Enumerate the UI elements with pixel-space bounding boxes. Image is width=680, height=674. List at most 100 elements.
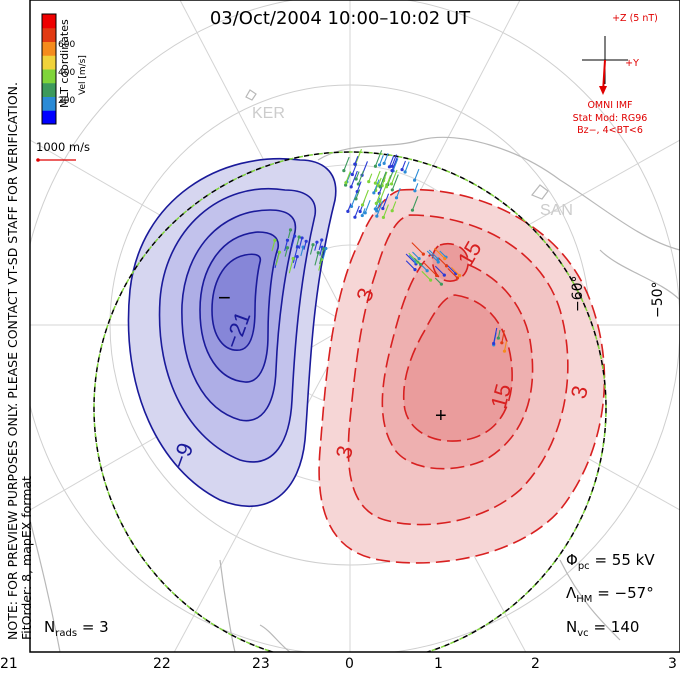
velocity-vector: [405, 260, 416, 270]
lambda-sub: HM: [576, 594, 593, 605]
velocity-vector: [271, 240, 276, 252]
imf-condition: Bz−, 4<BT<6: [577, 125, 643, 136]
velocity-vectors: [271, 148, 508, 353]
phi-sub: pc: [577, 561, 590, 572]
color-bar-segment: [42, 110, 56, 125]
vector-scale-label: 1000 m/s: [36, 140, 90, 154]
velocity-vector: [354, 148, 362, 166]
nrads-value: = 3: [81, 618, 109, 636]
mlt-label: 23: [252, 656, 270, 672]
mlt-label: 2: [531, 656, 540, 672]
velocity-vector: [428, 249, 439, 260]
color-bar-outline: [41, 13, 57, 125]
fit-order-line: FitOrder: 8, mapEX format: [18, 476, 34, 640]
imf-clock-dial: [582, 36, 628, 95]
velocity-vector: [412, 251, 420, 259]
cross-polar-potential: Φpc = 55 kV: [566, 551, 655, 572]
velocity-vector: [391, 169, 398, 185]
velocity-vector: [392, 158, 399, 172]
velocity-vector: [388, 155, 395, 168]
velocity-vector: [493, 327, 498, 344]
nvc-symbol: N: [566, 618, 578, 636]
hm-latitude: ΛHM = −57°: [566, 584, 654, 605]
velocity-vector: [497, 329, 501, 339]
lat-label-60: −60°: [570, 275, 586, 312]
plot-title: 03/Oct/2004 10:00–10:02 UT: [209, 8, 471, 29]
velocity-vector: [421, 270, 432, 281]
velocity-vector: [379, 154, 384, 166]
velocity-vector: [345, 171, 351, 183]
phi-value: = 55 kV: [594, 551, 655, 569]
color-bar-segment: [42, 14, 56, 29]
vector-origin: [297, 235, 301, 239]
velocity-vector: [375, 192, 381, 204]
velocity-vector: [357, 170, 365, 185]
velocity-vector: [379, 171, 387, 188]
mlt-label: 1: [434, 656, 443, 672]
imf-z-label: +Z (5 nT): [612, 13, 658, 24]
nrads-sub: rads: [55, 628, 78, 639]
velocity-vector: [293, 256, 298, 269]
vector-origin: [295, 245, 300, 249]
velocity-vector: [300, 247, 304, 257]
min-potential-marker: −: [218, 285, 231, 310]
mlt-label: 3: [668, 656, 677, 672]
velocity-vector: [288, 258, 294, 274]
velocity-vector: [355, 189, 361, 200]
color-bar-segment: [42, 69, 56, 84]
velocity-vector: [374, 150, 383, 167]
preview-notice-line1: NOTE: FOR PREVIEW PURPOSES ONLY. PLEASE …: [5, 82, 20, 640]
velocity-vector: [423, 262, 438, 276]
velocity-vector: [291, 236, 296, 248]
velocity-vector: [362, 189, 369, 206]
velocity-vector: [434, 247, 446, 259]
vector-origin: [277, 250, 282, 254]
color-tick-200: 200: [58, 96, 76, 106]
positive-convection-cell: [318, 188, 606, 564]
velocity-vector: [451, 267, 460, 276]
velocity-vector: [503, 341, 508, 352]
lambda-symbol: Λ: [566, 584, 577, 602]
velocity-vector: [350, 170, 358, 188]
velocity-vector: [343, 156, 350, 171]
negative-convection-cell: [127, 158, 337, 508]
velocity-vector: [411, 196, 419, 211]
color-bar-unit: Vel [m/s]: [78, 55, 88, 95]
velocity-vector: [447, 268, 458, 279]
velocity-vector: [364, 200, 371, 214]
color-tick-400: 400: [58, 68, 76, 78]
nvc-sub: vc: [577, 628, 589, 639]
velocity-vector: [377, 177, 382, 186]
color-bar-segment: [42, 55, 56, 70]
velocity-vector: [319, 248, 325, 265]
vector-origin: [320, 238, 324, 242]
velocity-vector: [382, 204, 389, 218]
velocity-vector: [314, 252, 319, 266]
color-bar-segment: [42, 82, 56, 97]
velocity-vector: [401, 160, 406, 170]
velocity-vector: [374, 170, 381, 184]
station-label-ker: KER: [252, 105, 285, 122]
velocity-vector: [292, 246, 299, 263]
plot-frame: [29, 0, 680, 653]
velocity-vector: [438, 257, 447, 267]
vector-origin: [285, 246, 290, 250]
vector-origin: [315, 240, 319, 244]
velocity-vector: [318, 259, 323, 271]
lat-label-50: −50°: [650, 281, 666, 318]
velocity-vector: [354, 155, 359, 165]
velocity-vector: [382, 193, 390, 209]
velocity-vector: [411, 242, 424, 255]
preview-notice: NOTE: FOR PREVIEW PURPOSES ONLY. PLEASE …: [5, 82, 34, 640]
velocity-vector: [414, 168, 420, 181]
max-potential-marker: +: [435, 405, 447, 427]
velocity-vector: [381, 177, 386, 186]
nvc-value: = 140: [593, 618, 640, 636]
velocity-vector: [376, 200, 384, 217]
velocity-vector: [434, 265, 445, 276]
velocity-vector: [413, 257, 422, 265]
velocity-vector: [275, 252, 281, 266]
velocity-vector: [298, 237, 303, 249]
velocity-vector: [414, 183, 419, 192]
